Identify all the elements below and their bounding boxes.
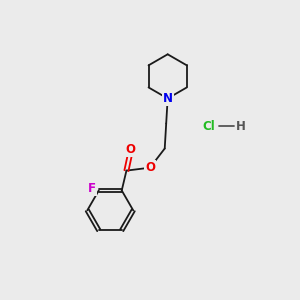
Text: F: F [88, 182, 96, 196]
Text: O: O [126, 143, 136, 157]
Text: N: N [163, 92, 173, 105]
Text: O: O [145, 161, 155, 174]
Text: H: H [236, 120, 246, 133]
Text: Cl: Cl [202, 120, 215, 133]
